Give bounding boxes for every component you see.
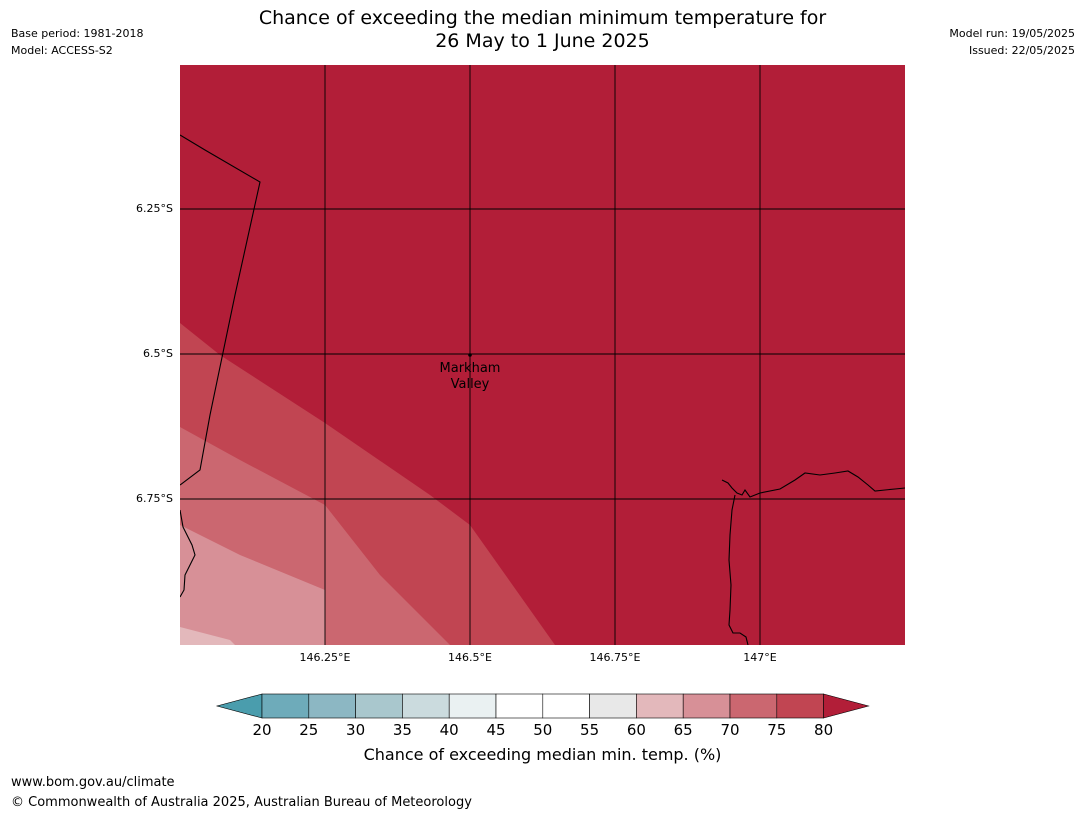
colorbar-tick-label: 45 — [486, 721, 505, 739]
colorbar-tick-label: 30 — [346, 721, 365, 739]
colorbar-tick-label: 65 — [674, 721, 693, 739]
lon-label-3: 146.75°E — [589, 651, 641, 664]
colorbar-tick-label: 80 — [814, 721, 833, 739]
band-60 — [180, 627, 235, 645]
colorbar-cell — [261, 693, 310, 719]
colorbar-tick-label: 70 — [720, 721, 739, 739]
colorbar-cell — [682, 693, 731, 719]
river-line — [728, 494, 749, 645]
header-meta-right: Model run: 19/05/2025 Issued: 22/05/2025 — [949, 25, 1075, 59]
colorbar-cell — [776, 693, 824, 719]
footer-url: www.bom.gov.au/climate — [11, 775, 175, 790]
colorbar-cell — [636, 693, 684, 719]
lat-label-2: 6.5°S — [143, 347, 173, 360]
colorbar-tick-label: 35 — [393, 721, 412, 739]
coastline-west — [180, 509, 196, 598]
colorbar-cell — [308, 693, 356, 719]
colorbar-tick-label: 20 — [252, 721, 271, 739]
colorbar-tick-label: 40 — [440, 721, 459, 739]
colorbar-extend-low — [215, 693, 263, 719]
map-title: Chance of exceeding the median minimum t… — [0, 7, 1085, 53]
colorbar-tick-label: 25 — [299, 721, 318, 739]
model-run-text: Model run: 19/05/2025 — [949, 27, 1075, 40]
place-label-line2: Valley — [451, 377, 490, 392]
coastline-east — [721, 470, 905, 498]
colorbar-cell — [448, 693, 497, 719]
lat-label-3: 6.75°S — [136, 492, 173, 505]
lon-label-4: 147°E — [743, 651, 777, 664]
map-svg: Markham Valley — [180, 65, 905, 645]
colorbar-cell — [495, 693, 544, 719]
colorbar-cell — [589, 693, 637, 719]
place-label-line1: Markham — [440, 361, 501, 376]
colorbar-tick-label: 55 — [580, 721, 599, 739]
colorbar-label: Chance of exceeding median min. temp. (%… — [363, 745, 722, 764]
issued-text: Issued: 22/05/2025 — [968, 44, 1075, 57]
band-65 — [180, 525, 325, 645]
header-meta-left: Base period: 1981-2018 Model: ACCESS-S2 — [11, 25, 143, 59]
footer-copyright: © Commonwealth of Australia 2025, Austra… — [11, 795, 472, 810]
colorbar-cell — [542, 693, 590, 719]
lon-label-2: 146.5°E — [448, 651, 492, 664]
colorbar-tick-label: 50 — [533, 721, 552, 739]
title-line-2: 26 May to 1 June 2025 — [435, 30, 650, 52]
colorbar-extend-high — [823, 693, 870, 719]
title-line-1: Chance of exceeding the median minimum t… — [258, 7, 827, 29]
colorbar-cell — [402, 693, 450, 719]
colorbar-cell — [355, 693, 403, 719]
place-marker — [468, 353, 472, 357]
lat-label-1: 6.25°S — [136, 202, 173, 215]
colorbar-tick-label: 75 — [767, 721, 786, 739]
coastline — [180, 134, 905, 645]
colorbar-tick-label: 60 — [627, 721, 646, 739]
map-panel: Markham Valley — [180, 65, 905, 645]
colorbar-cell — [729, 693, 778, 719]
model-text: Model: ACCESS-S2 — [11, 44, 113, 57]
base-period-text: Base period: 1981-2018 — [11, 27, 144, 40]
border-line — [180, 134, 261, 486]
colorbar: 20 25 30 35 40 45 50 55 60 65 70 75 80 — [215, 693, 870, 739]
lon-label-1: 146.25°E — [299, 651, 351, 664]
